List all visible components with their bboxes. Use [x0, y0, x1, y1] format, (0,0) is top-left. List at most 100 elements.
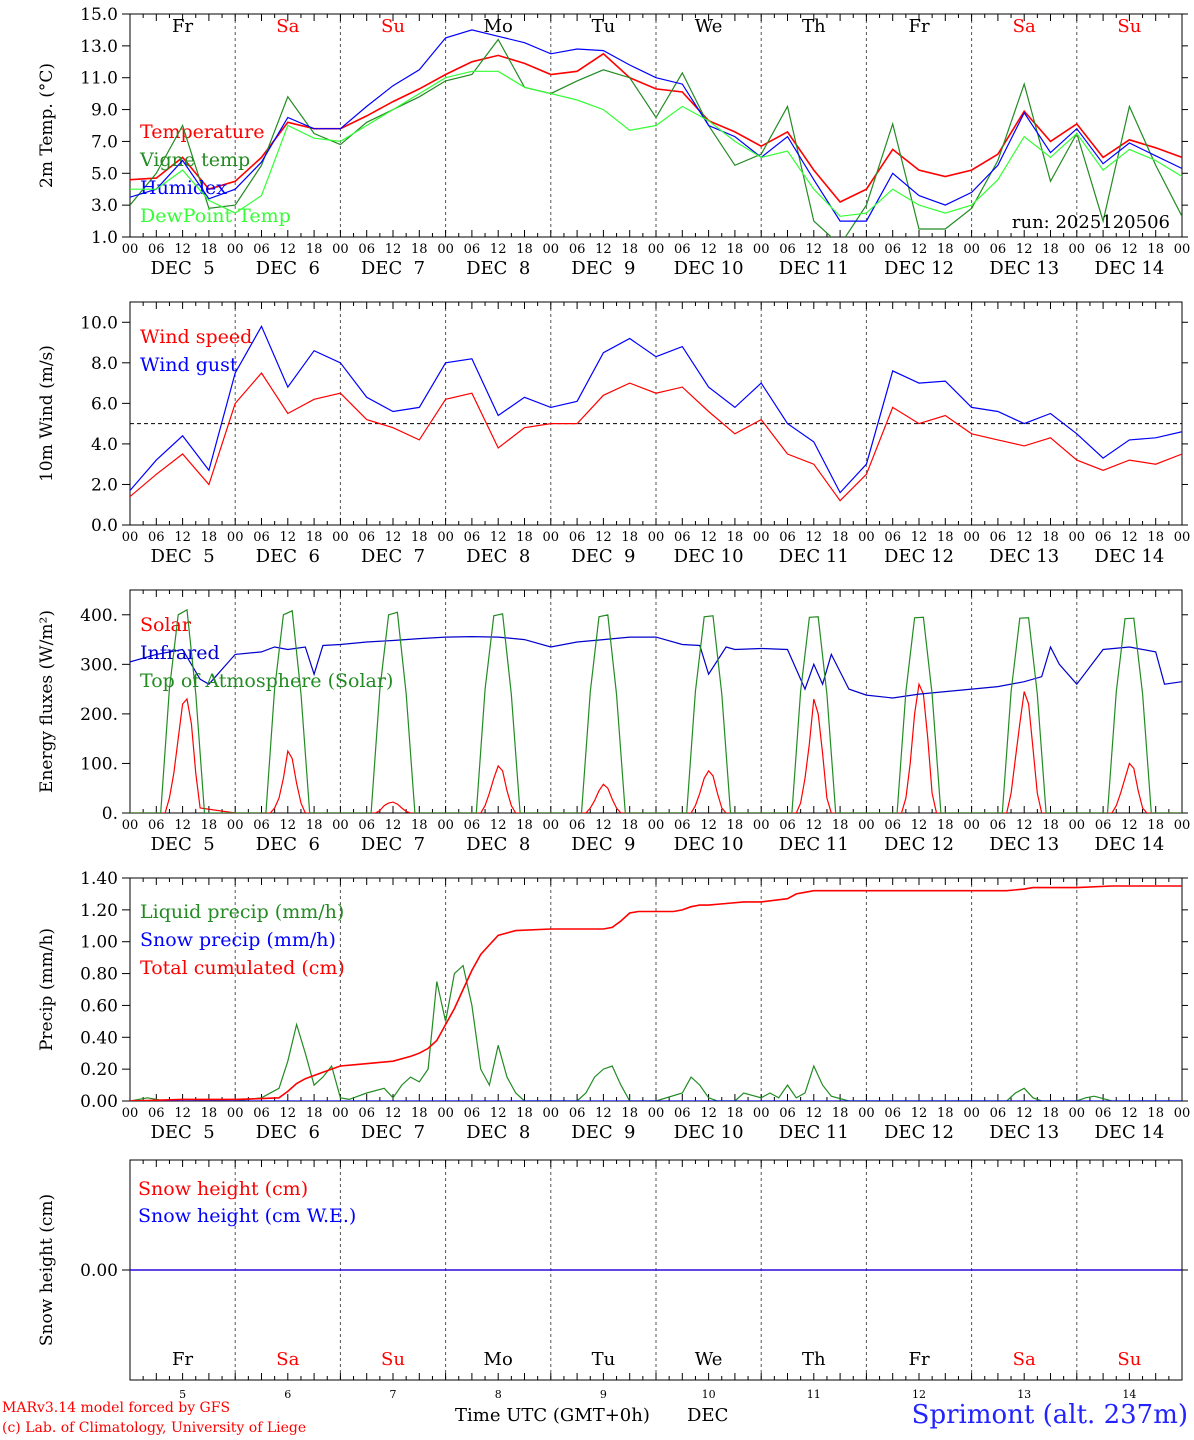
hour-tick-label: 18 — [727, 1106, 744, 1121]
run-label: run: 2025120506 — [1012, 212, 1170, 233]
hour-tick-label: 18 — [306, 530, 323, 545]
date-label: DEC 13 — [989, 546, 1059, 567]
temperature-series-3-line — [130, 29, 1182, 222]
date-label: DEC 11 — [779, 258, 849, 279]
weekday-label: We — [695, 16, 723, 37]
hour-tick-label: 18 — [201, 818, 218, 833]
hour-tick-label: 06 — [884, 818, 901, 833]
hour-tick-label: 06 — [884, 1106, 901, 1121]
hour-tick-label: 06 — [253, 818, 270, 833]
hour-tick-label: 12 — [280, 242, 297, 257]
hour-tick-label: 12 — [911, 242, 928, 257]
weekday-label: Su — [381, 16, 405, 37]
temperature-series-2-line — [130, 38, 1182, 237]
hour-tick-label: 00 — [227, 818, 244, 833]
date-label: DEC 8 — [466, 834, 530, 855]
date-label: DEC 10 — [674, 546, 744, 567]
hour-tick-label: 18 — [1042, 1106, 1059, 1121]
hour-tick-label: 18 — [411, 1106, 428, 1121]
time-axis-title: Time UTC (GMT+0h) — [455, 1405, 650, 1426]
hour-tick-label: 12 — [1016, 530, 1033, 545]
energy-hour-ticks — [129, 590, 1183, 813]
temperature-ytick-label: 11.0 — [80, 69, 118, 89]
hour-tick-label: 00 — [332, 1106, 349, 1121]
temperature-hour-ticks — [129, 14, 1183, 237]
hour-tick-label: 12 — [806, 1106, 823, 1121]
hour-tick-label: 06 — [464, 1106, 481, 1121]
hour-tick-label: 18 — [621, 818, 638, 833]
hour-tick-label: 00 — [858, 242, 875, 257]
snow-panel: 0.00 Snow height (cm) Snow height (cm) Snow… — [37, 1159, 1188, 1401]
hour-tick-label: 18 — [1147, 1106, 1164, 1121]
hour-tick-label: 12 — [1121, 530, 1138, 545]
date-label: DEC 10 — [674, 834, 744, 855]
precip-ytick-label: 1.20 — [80, 901, 118, 921]
temperature-legend-entry: Humidex — [140, 177, 227, 199]
date-label: DEC 14 — [1094, 546, 1164, 567]
hour-tick-label: 06 — [569, 818, 586, 833]
temperature-ytick-label: 9.0 — [91, 101, 118, 121]
hour-tick-label: 12 — [1121, 1106, 1138, 1121]
hour-tick-label: 18 — [937, 1106, 954, 1121]
day-number-label: 7 — [390, 1388, 397, 1401]
energy-ylabel: Energy fluxes (W/m²) — [37, 610, 57, 793]
hour-tick-label: 18 — [1042, 242, 1059, 257]
energy-series-1-line — [130, 682, 1182, 813]
hour-tick-label: 12 — [1016, 818, 1033, 833]
date-label: DEC 5 — [150, 546, 214, 567]
hour-tick-label: 00 — [332, 818, 349, 833]
date-label: DEC 13 — [989, 1122, 1059, 1143]
hour-tick-label: 18 — [937, 530, 954, 545]
temperature-ytick-label: 5.0 — [91, 164, 118, 184]
hour-tick-label: 06 — [358, 530, 375, 545]
hour-tick-label: 00 — [1174, 530, 1191, 545]
weekday-label: We — [695, 1349, 723, 1370]
weekday-label: Su — [1117, 16, 1141, 37]
hour-tick-label: 00 — [648, 242, 665, 257]
hour-tick-label: 12 — [1016, 242, 1033, 257]
weekday-label: Fr — [172, 16, 193, 37]
date-label: DEC 5 — [150, 258, 214, 279]
temperature-legend-entry: Temperature — [140, 121, 264, 143]
hour-tick-label: 12 — [280, 818, 297, 833]
hour-tick-label: 06 — [990, 818, 1007, 833]
date-label: DEC 6 — [256, 834, 320, 855]
energy-ytick-label: 200. — [80, 705, 118, 725]
hour-tick-label: 18 — [1147, 530, 1164, 545]
snow-hour-ticks — [129, 1160, 1183, 1380]
hour-tick-label: 12 — [595, 242, 612, 257]
date-label: DEC 11 — [779, 1122, 849, 1143]
hour-tick-label: 06 — [358, 1106, 375, 1121]
weekday-label: Fr — [172, 1349, 193, 1370]
weekday-label: Th — [802, 16, 826, 37]
wind-series-2-line — [130, 324, 1182, 494]
hour-tick-label: 12 — [385, 818, 402, 833]
hour-tick-label: 00 — [122, 818, 139, 833]
temperature-series-4-line — [130, 70, 1182, 217]
wind-ytick-label: 6.0 — [91, 394, 118, 414]
energy-ytick-label: 400. — [80, 606, 118, 626]
hour-tick-label: 00 — [227, 1106, 244, 1121]
date-label: DEC 5 — [150, 1122, 214, 1143]
hour-tick-label: 18 — [621, 242, 638, 257]
energy-plot-frame — [129, 589, 1183, 814]
weekday-label: Mo — [484, 16, 513, 37]
station-name: Sprimont (alt. 237m) — [911, 1400, 1188, 1430]
weekday-label: Sa — [1013, 16, 1036, 37]
date-label: DEC 11 — [779, 834, 849, 855]
hour-tick-label: 06 — [1095, 1106, 1112, 1121]
hour-tick-label: 12 — [911, 1106, 928, 1121]
hour-tick-label: 06 — [674, 1106, 691, 1121]
hour-tick-label: 06 — [464, 242, 481, 257]
hour-tick-label: 06 — [569, 1106, 586, 1121]
hour-tick-label: 06 — [253, 530, 270, 545]
date-label: DEC 12 — [884, 546, 954, 567]
hour-tick-label: 00 — [437, 242, 454, 257]
temperature-legend-entry: DewPoint Temp — [140, 205, 291, 227]
snow-legend-entry: Snow height (cm) — [138, 1178, 308, 1200]
date-label: DEC 6 — [256, 1122, 320, 1143]
energy-ytick-label: 300. — [80, 655, 118, 675]
hour-tick-label: 00 — [1069, 242, 1086, 257]
hour-tick-label: 00 — [753, 1106, 770, 1121]
hour-tick-label: 18 — [201, 242, 218, 257]
